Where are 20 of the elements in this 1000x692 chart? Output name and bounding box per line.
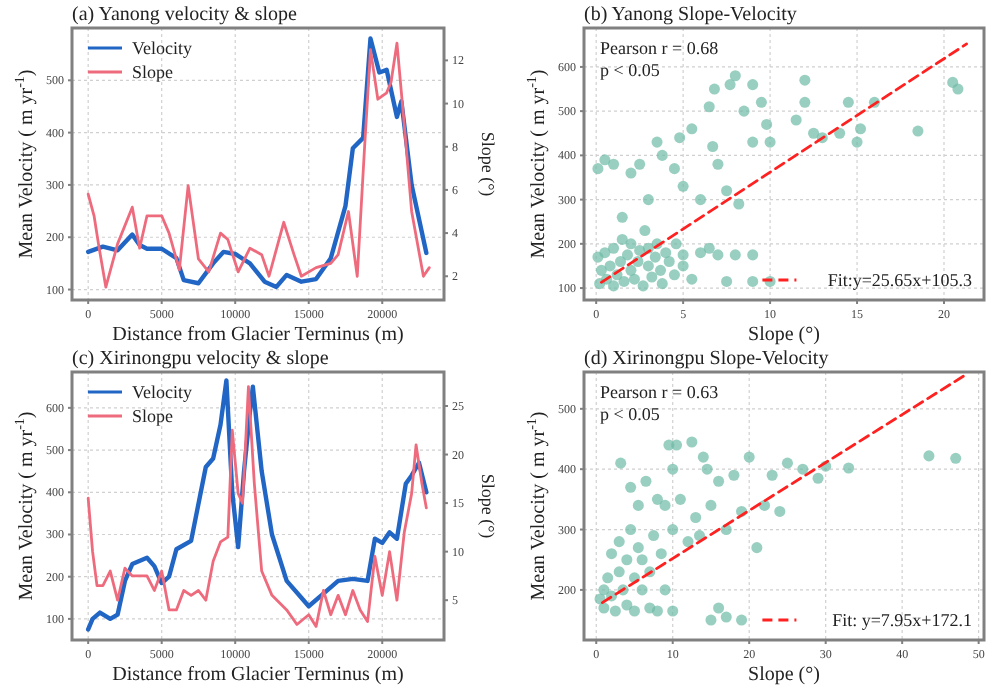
chart-title: (b) Yanong Slope-Velocity [584, 4, 797, 26]
legend-label: Slope [132, 62, 174, 82]
legend-label: Velocity [132, 38, 193, 58]
chart-title: (a) Yanong velocity & slope [72, 4, 299, 26]
y2-axis-title: Slope (°) [478, 131, 498, 197]
legend-label: Fit:y=25.65x+105.3 [827, 270, 973, 290]
legend-label: Velocity [132, 382, 193, 402]
chart-title: (d) Xirinongpu Slope-Velocity [584, 348, 829, 370]
annotation: Pearson r = 0.68 [600, 38, 720, 58]
annotation: Pearson r = 0.63 [600, 382, 720, 402]
x-axis-title: Distance from Glacier Terminus (m) [112, 664, 404, 686]
annotation: p < 0.05 [600, 60, 661, 80]
legend-label: Slope [132, 406, 174, 426]
x-axis-title: Slope (°) [748, 324, 820, 346]
x-axis-title: Distance from Glacier Terminus (m) [112, 324, 404, 346]
legend-label: Fit: y=7.95x+172.1 [832, 610, 972, 630]
x-axis-title: Slope (°) [748, 664, 820, 686]
chart-title: (c) Xirinongpu velocity & slope [72, 348, 330, 370]
y2-axis-title: Slope (°) [478, 473, 498, 539]
annotation: p < 0.05 [600, 404, 661, 424]
